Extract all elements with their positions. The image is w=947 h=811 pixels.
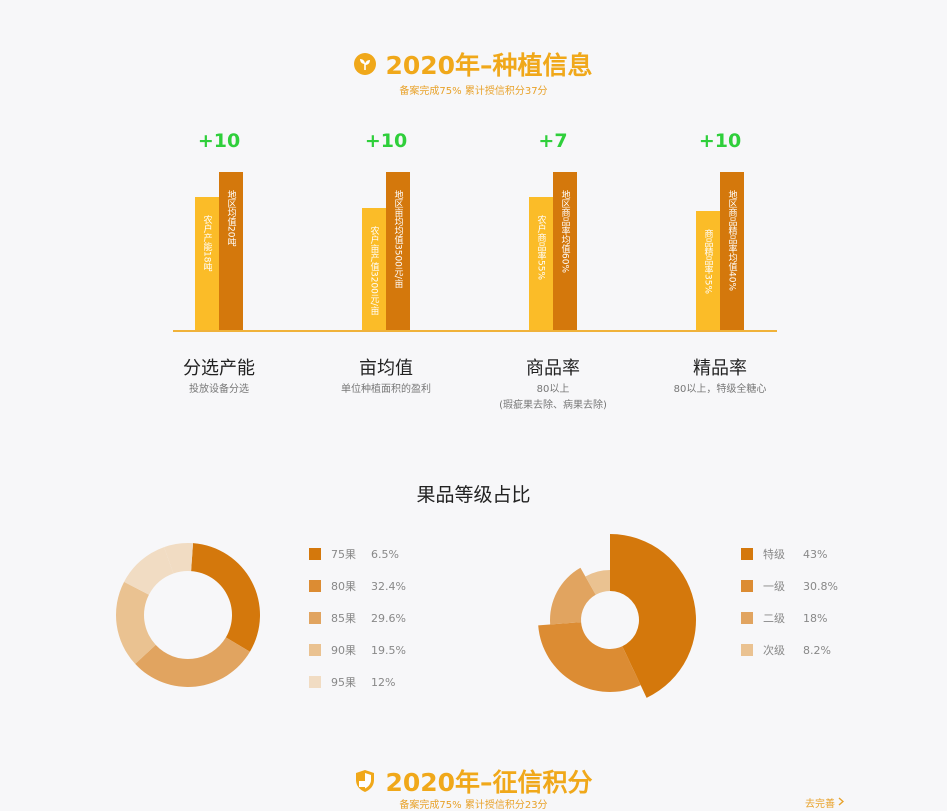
rose-slice <box>585 570 610 595</box>
metric-desc: 80以上，特级全糖心 <box>673 384 767 395</box>
bonus-score: +10 <box>197 130 241 152</box>
legend-item: 95果 12% <box>309 674 395 690</box>
legend-value: 30.8% <box>803 579 838 593</box>
bar-region-label: 地区均值20吨 <box>225 190 236 247</box>
legend-swatch <box>741 644 753 656</box>
legend-label: 75果 <box>331 548 356 561</box>
bar-region: 地区均值20吨 <box>219 172 243 330</box>
legend-item: 80果 32.4% <box>309 578 406 594</box>
rose-chart <box>538 534 696 698</box>
legend-swatch <box>309 676 321 688</box>
bar-farmer-label: 农户亩产值3200元/亩 <box>368 226 379 315</box>
donut-slice <box>124 547 174 595</box>
metric-desc-extra: (瑕疵果去除、病果去除) <box>499 400 607 411</box>
section2-title: 2020年–征信积分 <box>385 768 593 797</box>
legend-item: 次级 8.2% <box>741 642 831 658</box>
leaf-icon <box>354 53 377 75</box>
chevron-right-icon <box>838 796 845 809</box>
legend-swatch <box>741 548 753 560</box>
donut-slice <box>191 543 260 652</box>
legend-value: 8.2% <box>803 643 831 657</box>
bar-farmer: 农户产能18吨 <box>195 197 219 330</box>
metric-title: 精品率 <box>693 358 747 379</box>
legend-label: 二级 <box>763 612 785 625</box>
legend-value: 29.6% <box>371 611 406 625</box>
legend-label: 85果 <box>331 612 356 625</box>
legend-item: 二级 18% <box>741 610 827 626</box>
legend-swatch <box>309 580 321 592</box>
legend-label: 次级 <box>763 644 785 657</box>
legend-item: 特级 43% <box>741 546 827 562</box>
baseline <box>173 330 777 332</box>
legend-swatch <box>309 644 321 656</box>
legend-swatch <box>741 580 753 592</box>
bar-farmer: 农户亩产值3200元/亩 <box>362 208 386 330</box>
bar-region: 地区商品精品率均值40% <box>720 172 744 330</box>
legend-swatch <box>741 612 753 624</box>
bar-farmer-label: 商品精品率35% <box>702 229 713 295</box>
legend-label: 90果 <box>331 644 356 657</box>
bar-farmer-label: 农户产能18吨 <box>201 215 212 272</box>
bar-region: 地区亩均均值3500元/亩 <box>386 172 410 330</box>
legend-label: 特级 <box>763 548 785 561</box>
metric-title: 商品率 <box>526 358 580 379</box>
bonus-score: +7 <box>538 130 568 152</box>
bar-farmer: 农户商品率55% <box>529 197 553 330</box>
legend-value: 32.4% <box>371 579 406 593</box>
donut-slice <box>164 543 194 574</box>
legend-item: 90果 19.5% <box>309 642 406 658</box>
bar-region-label: 地区商品精品率均值40% <box>726 190 737 292</box>
donut-slice <box>135 637 250 687</box>
legend-value: 19.5% <box>371 643 406 657</box>
metric-desc: 单位种植面积的盈利 <box>341 384 431 395</box>
legend-item: 一级 30.8% <box>741 578 838 594</box>
legend-swatch <box>309 612 321 624</box>
legend-label: 一级 <box>763 580 785 593</box>
section2-subtitle: 备案完成75% 累计授信积分23分 <box>399 800 548 811</box>
bonus-score: +10 <box>698 130 742 152</box>
section-header: 2020年–种植信息 <box>0 46 947 82</box>
legend-swatch <box>309 548 321 560</box>
legend-label: 95果 <box>331 676 356 689</box>
section-subtitle: 备案完成75% 累计授信积分37分 <box>399 86 548 97</box>
rose-slice <box>538 622 641 692</box>
donut-chart <box>116 543 260 687</box>
bar-farmer: 商品精品率35% <box>696 211 720 330</box>
complete-link[interactable]: 去完善 <box>805 795 845 810</box>
metric-desc: 投放设备分选 <box>189 384 249 395</box>
legend-item: 85果 29.6% <box>309 610 406 626</box>
bar-farmer-label: 农户商品率55% <box>535 215 546 281</box>
legend-value: 18% <box>803 611 828 625</box>
legend-value: 43% <box>803 547 828 561</box>
rose-slice <box>610 534 696 698</box>
rose-slice <box>550 567 596 625</box>
donut-slice <box>116 581 156 664</box>
bonus-score: +10 <box>364 130 408 152</box>
metric-title: 亩均值 <box>359 358 413 379</box>
complete-link-label: 去完善 <box>805 799 835 810</box>
legend-value: 12% <box>371 675 396 689</box>
bar-region-label: 地区商品率均值60% <box>559 190 570 274</box>
section-title: 2020年–种植信息 <box>385 51 593 80</box>
legend-label: 80果 <box>331 580 356 593</box>
bar-region-label: 地区亩均均值3500元/亩 <box>392 190 403 288</box>
metric-desc: 80以上 <box>536 384 570 395</box>
section2-header: 2020年–征信积分 <box>0 763 947 799</box>
legend-item: 75果 6.5% <box>309 546 399 562</box>
metric-title: 分选产能 <box>183 358 255 379</box>
shield-icon <box>354 769 376 793</box>
bar-region: 地区商品率均值60% <box>553 172 577 330</box>
legend-value: 6.5% <box>371 547 399 561</box>
grade-title: 果品等级占比 <box>416 484 531 506</box>
